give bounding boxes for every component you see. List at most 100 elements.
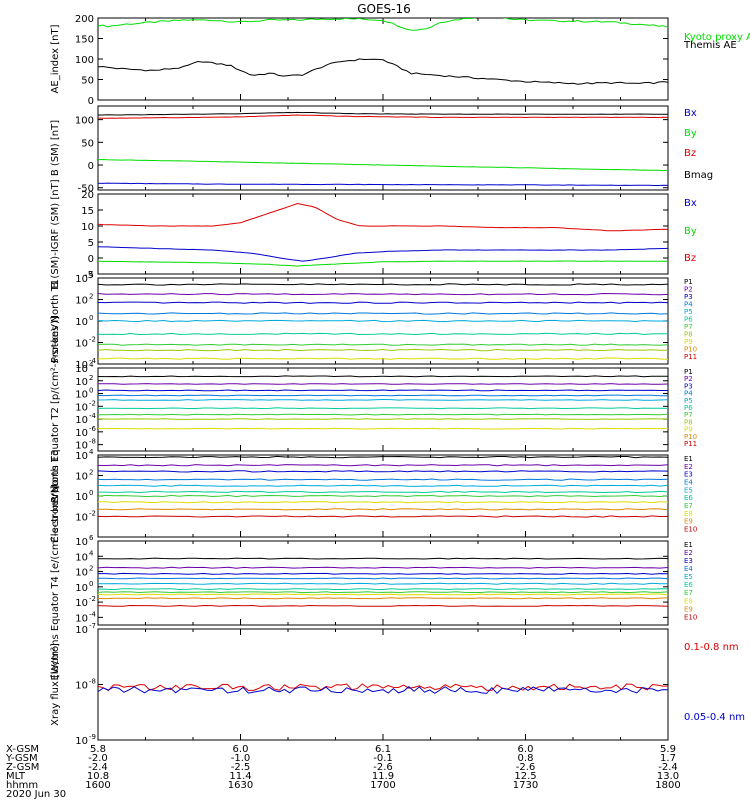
y-tick-label: 0 [88, 254, 94, 265]
legend-label: Bz [684, 253, 696, 264]
y-tick-label: 10 [75, 583, 88, 594]
legend-label: E2 [684, 549, 693, 557]
series-group [98, 557, 668, 607]
legend-label: P6 [684, 315, 693, 323]
orbit-value: -2.5 [231, 762, 251, 773]
series-line-P6 [98, 332, 668, 336]
y-tick-exponent: -6 [89, 425, 97, 433]
orbit-value: 11.9 [372, 771, 394, 782]
legend-label: E1 [684, 541, 693, 549]
orbit-value: -2.6 [516, 762, 536, 773]
y-tick-label: 10 [75, 552, 88, 563]
y-axis-label: B (SM)-IGRF (SM) [nT] [50, 179, 61, 288]
series-line-E7 [98, 494, 668, 498]
orbit-value: 1730 [513, 780, 538, 791]
legend-label: P2 [684, 375, 693, 383]
legend-label: Bx [684, 108, 697, 119]
y-tick-label: 10 [75, 613, 88, 624]
orbit-row-label: Y-GSM [5, 753, 38, 764]
orbit-value: -2.4 [658, 762, 678, 773]
y-tick-label: 10 [75, 736, 88, 747]
series-group [98, 202, 668, 267]
y-tick-label: 10 [75, 402, 88, 413]
y-axis-label: Xray flux [W/m²] [50, 643, 61, 726]
orbit-value: 13.0 [657, 771, 679, 782]
legend-label: P2 [684, 285, 693, 293]
y-axis-label: B (SM) [nT] [50, 120, 61, 176]
y-axis-label: Protons North T1 [50, 279, 61, 363]
series-line-Bx [98, 182, 668, 186]
orbit-value: 1.7 [660, 753, 676, 764]
legend-label: P9 [684, 426, 693, 434]
series-line-Themis-AE [98, 58, 668, 85]
series-line-P1 [98, 375, 668, 378]
series-line-E2 [98, 464, 668, 467]
orbit-value: 6.0 [518, 744, 534, 755]
y-tick-exponent: 0 [89, 314, 93, 322]
legend-label: P4 [684, 300, 693, 308]
y-tick-label: 15 [81, 206, 94, 217]
y-tick-label: 10 [75, 415, 88, 426]
legend-label: E5 [684, 486, 693, 494]
legend-label: Themis AE [683, 40, 737, 51]
orbit-table: X-GSM 5.8 6.0 6.1 6.0 5.9 Y-GSM -2.0 -1.0 -0.1 0.8… [5, 744, 681, 791]
series-line-E9 [98, 597, 668, 600]
legend-label: E4 [684, 479, 693, 487]
series-group [98, 283, 668, 360]
series-line-E3 [98, 470, 668, 473]
y-tick-exponent: -2 [89, 510, 96, 518]
orbit-value: 10.8 [87, 771, 109, 782]
series-line-P1 [98, 283, 668, 286]
series-line-E4 [98, 577, 668, 580]
orbit-row-label: MLT [6, 771, 26, 782]
y-axis-label: Protons Equator T2 [p/(cm²-s-sr-keV)] [50, 316, 61, 503]
series-line-Kyoto-proxy-AE [98, 18, 668, 31]
series-line-By [98, 260, 668, 267]
y-tick-exponent: 4 [89, 271, 94, 279]
y-tick-exponent: -8 [89, 438, 96, 446]
series-line-E10 [98, 515, 668, 518]
y-tick-exponent: -4 [89, 357, 97, 365]
series-line-E10 [98, 604, 668, 607]
legend-label: E2 [684, 463, 693, 471]
y-tick-label: 5 [88, 238, 94, 249]
y-tick-exponent: 2 [89, 565, 93, 573]
y-tick-label: 10 [75, 390, 88, 401]
y-tick-label: 50 [81, 76, 94, 87]
legend-label: P3 [684, 382, 693, 390]
y-tick-exponent: 0 [89, 387, 93, 395]
y-tick-exponent: 4 [89, 549, 94, 557]
series-line-E6 [98, 490, 668, 494]
date-label: 2020 Jun 30 [6, 789, 66, 800]
y-tick-label: 10 [75, 339, 88, 350]
y-tick-label: 150 [75, 35, 94, 46]
legend-label: E6 [684, 581, 693, 589]
orbit-value: 11.4 [229, 771, 251, 782]
legend-label: E8 [684, 510, 693, 518]
series-line-P7 [98, 343, 668, 346]
legend-label: 0.1-0.8 nm [684, 642, 739, 653]
legend-label: Bmag [684, 170, 713, 181]
y-tick-label: 20 [81, 190, 94, 201]
legend-label: P1 [684, 278, 693, 286]
y-tick-exponent: -2 [89, 336, 96, 344]
legend-label: Bx [684, 198, 697, 209]
y-tick-label: 10 [75, 451, 88, 462]
legend-label: E7 [684, 589, 693, 597]
legend-label: E8 [684, 597, 693, 605]
legend-label: P5 [684, 308, 693, 316]
series-line-P8 [98, 348, 668, 352]
series-line-E7 [98, 591, 668, 594]
orbit-value: 6.1 [375, 744, 391, 755]
series-line-P5 [98, 319, 668, 323]
y-tick-label: 100 [75, 116, 94, 127]
orbit-value: 0.8 [518, 753, 534, 764]
y-tick-label: 10 [75, 513, 88, 524]
series-line-E6 [98, 588, 668, 591]
legend-label: By [684, 128, 697, 139]
y-tick-label: 10 [75, 472, 88, 483]
